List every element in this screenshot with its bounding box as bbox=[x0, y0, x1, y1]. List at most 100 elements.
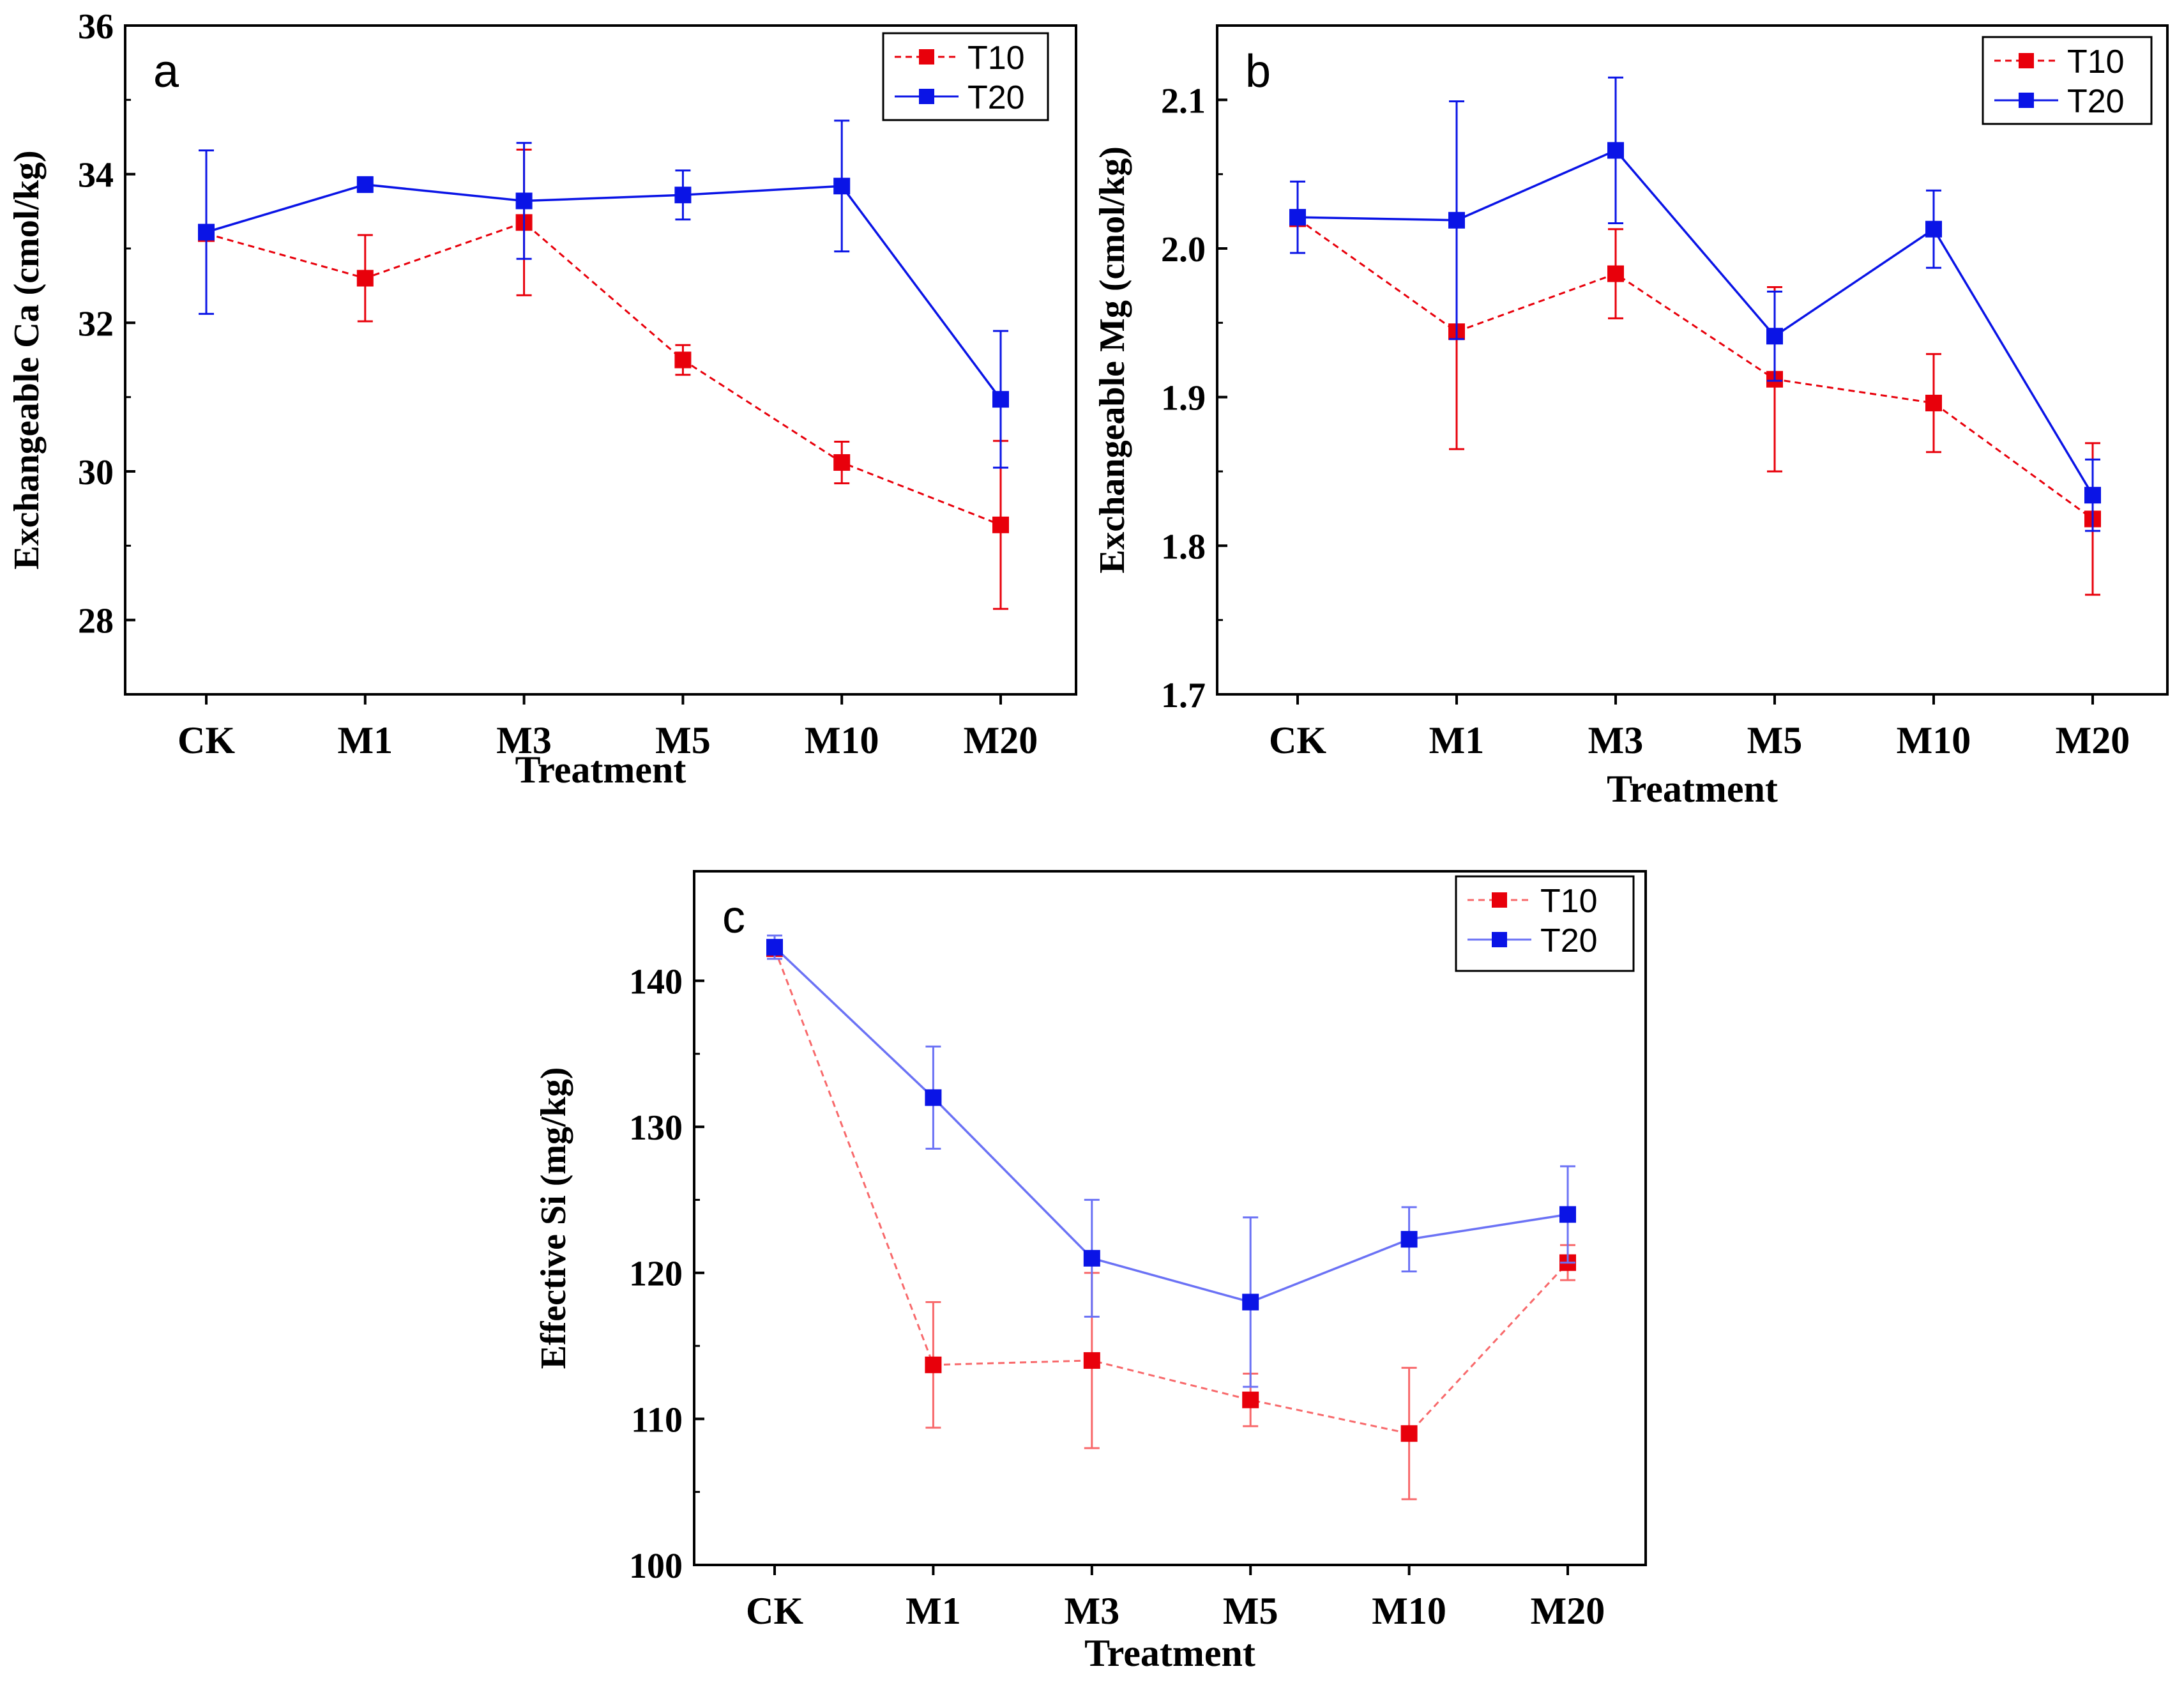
data-point bbox=[1925, 220, 1942, 238]
x-tick-label: M20 bbox=[964, 719, 1038, 761]
x-axis-label: Treatment bbox=[1607, 768, 1778, 810]
data-point bbox=[1083, 1249, 1100, 1267]
data-point bbox=[1925, 394, 1942, 411]
y-tick-label: 1.7 bbox=[1161, 676, 1206, 715]
y-tick-label: 34 bbox=[78, 156, 114, 195]
x-tick-label: M10 bbox=[1897, 719, 1971, 761]
x-tick-label: M1 bbox=[906, 1590, 961, 1632]
data-point bbox=[674, 351, 692, 369]
data-point bbox=[1607, 265, 1624, 282]
legend-marker bbox=[919, 49, 934, 65]
series-line bbox=[773, 946, 1568, 1304]
data-point bbox=[356, 176, 374, 193]
series-line bbox=[206, 183, 1002, 400]
legend-label: T20 bbox=[1540, 922, 1598, 959]
x-tick-label: M10 bbox=[805, 719, 879, 761]
x-tick-label: M1 bbox=[337, 719, 393, 761]
legend-marker bbox=[1492, 932, 1507, 947]
panel-a: 28 30 32 34 36 CK M1 M3 M5 M10 M20 Treatment Exchang… bbox=[7, 7, 1077, 791]
y-tick-label: 30 bbox=[78, 453, 114, 492]
x-axis-label: Treatment bbox=[515, 749, 686, 791]
y-tick-label: 1.8 bbox=[1161, 527, 1206, 567]
plot-frame bbox=[1216, 24, 2169, 696]
x-tick-label: M20 bbox=[1531, 1590, 1605, 1632]
y-tick-label: 110 bbox=[631, 1400, 683, 1440]
y-tick-label: 2.1 bbox=[1161, 81, 1206, 121]
x-tick-label: M5 bbox=[1223, 1590, 1278, 1632]
x-tick-label: M3 bbox=[1588, 719, 1644, 761]
panel-c: 100 110 120 130 140 CK M1 M3 M5 M10 M20 Treatment Ef… bbox=[534, 870, 1647, 1674]
legend-box bbox=[1982, 36, 2153, 125]
y-axis-label: Exchangeable Mg (cmol/kg) bbox=[1093, 146, 1132, 574]
panel-label: a bbox=[153, 46, 179, 97]
data-point bbox=[1242, 1293, 1259, 1311]
y-tick-label: 28 bbox=[78, 602, 114, 641]
x-tick-label: CK bbox=[178, 719, 235, 761]
y-tick-label: 130 bbox=[629, 1108, 683, 1148]
data-point bbox=[925, 1356, 942, 1373]
series-T10 bbox=[766, 940, 1576, 1500]
panel-b: 1.7 1.8 1.9 2.0 2.1 CK M1 M3 M5 M10 M20 Treatment Ex… bbox=[1093, 24, 2169, 810]
data-point bbox=[833, 454, 851, 471]
series-line bbox=[1297, 149, 2094, 496]
data-point bbox=[1400, 1425, 1418, 1442]
data-point bbox=[992, 391, 1009, 408]
legend-box bbox=[1455, 875, 1635, 972]
plot-frame bbox=[124, 24, 1077, 696]
y-tick-label: 100 bbox=[629, 1546, 683, 1586]
data-point bbox=[925, 1089, 942, 1106]
x-tick-label: CK bbox=[1269, 719, 1326, 761]
data-point bbox=[1607, 142, 1624, 159]
legend-label: T10 bbox=[967, 40, 1025, 77]
y-tick-label: 140 bbox=[629, 962, 683, 1002]
x-tick-label: M20 bbox=[2056, 719, 2130, 761]
series-T10 bbox=[1289, 210, 2101, 596]
x-tick-label: M10 bbox=[1372, 1590, 1446, 1632]
legend-label: T20 bbox=[2067, 83, 2125, 120]
legend-marker bbox=[2019, 93, 2034, 108]
data-point bbox=[833, 178, 851, 195]
data-point bbox=[2084, 487, 2101, 504]
series-T10 bbox=[198, 148, 1009, 610]
data-point bbox=[1242, 1391, 1259, 1408]
y-tick-label: 32 bbox=[78, 304, 114, 344]
data-point bbox=[1766, 328, 1783, 345]
legend-label: T10 bbox=[2067, 43, 2125, 80]
panel-label: c bbox=[722, 892, 745, 943]
legend-marker bbox=[1492, 892, 1507, 908]
data-point bbox=[515, 192, 533, 210]
x-axis-label: Treatment bbox=[1084, 1632, 1255, 1674]
series-T20 bbox=[198, 119, 1009, 469]
series-T20 bbox=[766, 934, 1576, 1388]
data-point bbox=[1448, 211, 1465, 229]
y-tick-label: 36 bbox=[78, 7, 114, 47]
legend-label: T10 bbox=[1540, 883, 1598, 920]
data-point bbox=[674, 187, 692, 204]
panel-label: b bbox=[1245, 46, 1271, 97]
x-tick-label: M3 bbox=[1064, 1590, 1119, 1632]
x-tick-label: M5 bbox=[655, 719, 711, 761]
data-point bbox=[198, 224, 215, 241]
y-axis-label: Effective Si (mg/kg) bbox=[534, 1067, 573, 1369]
y-tick-label: 1.9 bbox=[1161, 379, 1206, 418]
series-T20 bbox=[1289, 76, 2101, 532]
legend-box bbox=[882, 32, 1049, 121]
data-point bbox=[1559, 1206, 1576, 1223]
legend-label: T20 bbox=[967, 79, 1025, 116]
y-axis-label: Exchangeable Ca (cmol/kg) bbox=[7, 150, 47, 569]
series-line bbox=[1297, 218, 2093, 520]
x-tick-label: M5 bbox=[1747, 719, 1803, 761]
data-point bbox=[1400, 1231, 1418, 1248]
y-tick-label: 2.0 bbox=[1161, 230, 1206, 270]
x-tick-label: M3 bbox=[496, 719, 552, 761]
x-tick-label: M1 bbox=[1429, 719, 1485, 761]
series-line bbox=[206, 221, 1001, 526]
x-tick-label: CK bbox=[746, 1590, 803, 1632]
series-line bbox=[773, 948, 1569, 1435]
data-point bbox=[766, 938, 783, 956]
data-point bbox=[1289, 209, 1306, 226]
